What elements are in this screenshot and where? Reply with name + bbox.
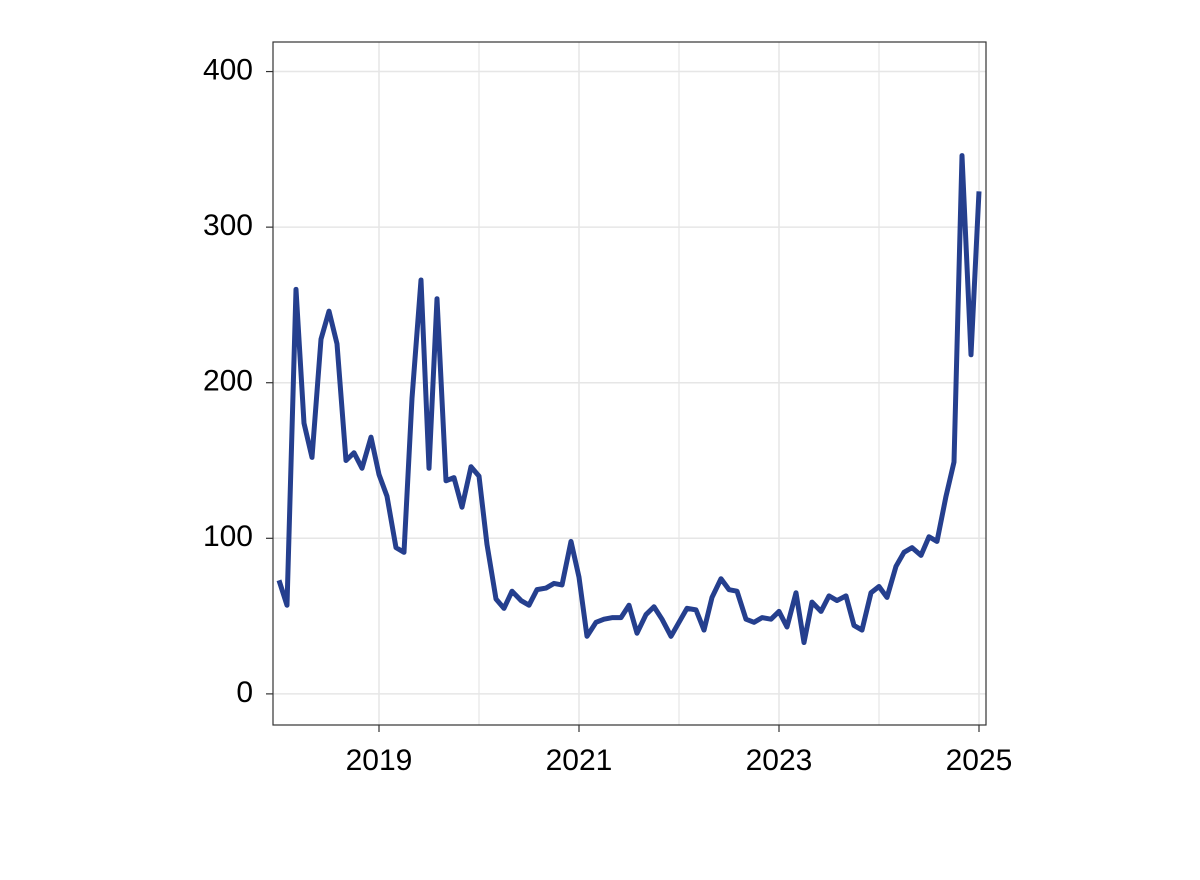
x-tick-label: 2019	[346, 744, 413, 777]
x-tick-label: 2021	[546, 744, 613, 777]
x-tick-label: 2023	[746, 744, 813, 777]
y-tick-label: 100	[203, 520, 253, 553]
data-line	[276, 153, 982, 646]
y-tick-label: 0	[236, 676, 253, 709]
plot-frame	[272, 41, 987, 726]
y-tick-label: 400	[203, 53, 253, 86]
x-tick-label: 2025	[946, 744, 1013, 777]
y-tick-label: 200	[203, 365, 253, 398]
y-tick-label: 300	[203, 209, 253, 242]
